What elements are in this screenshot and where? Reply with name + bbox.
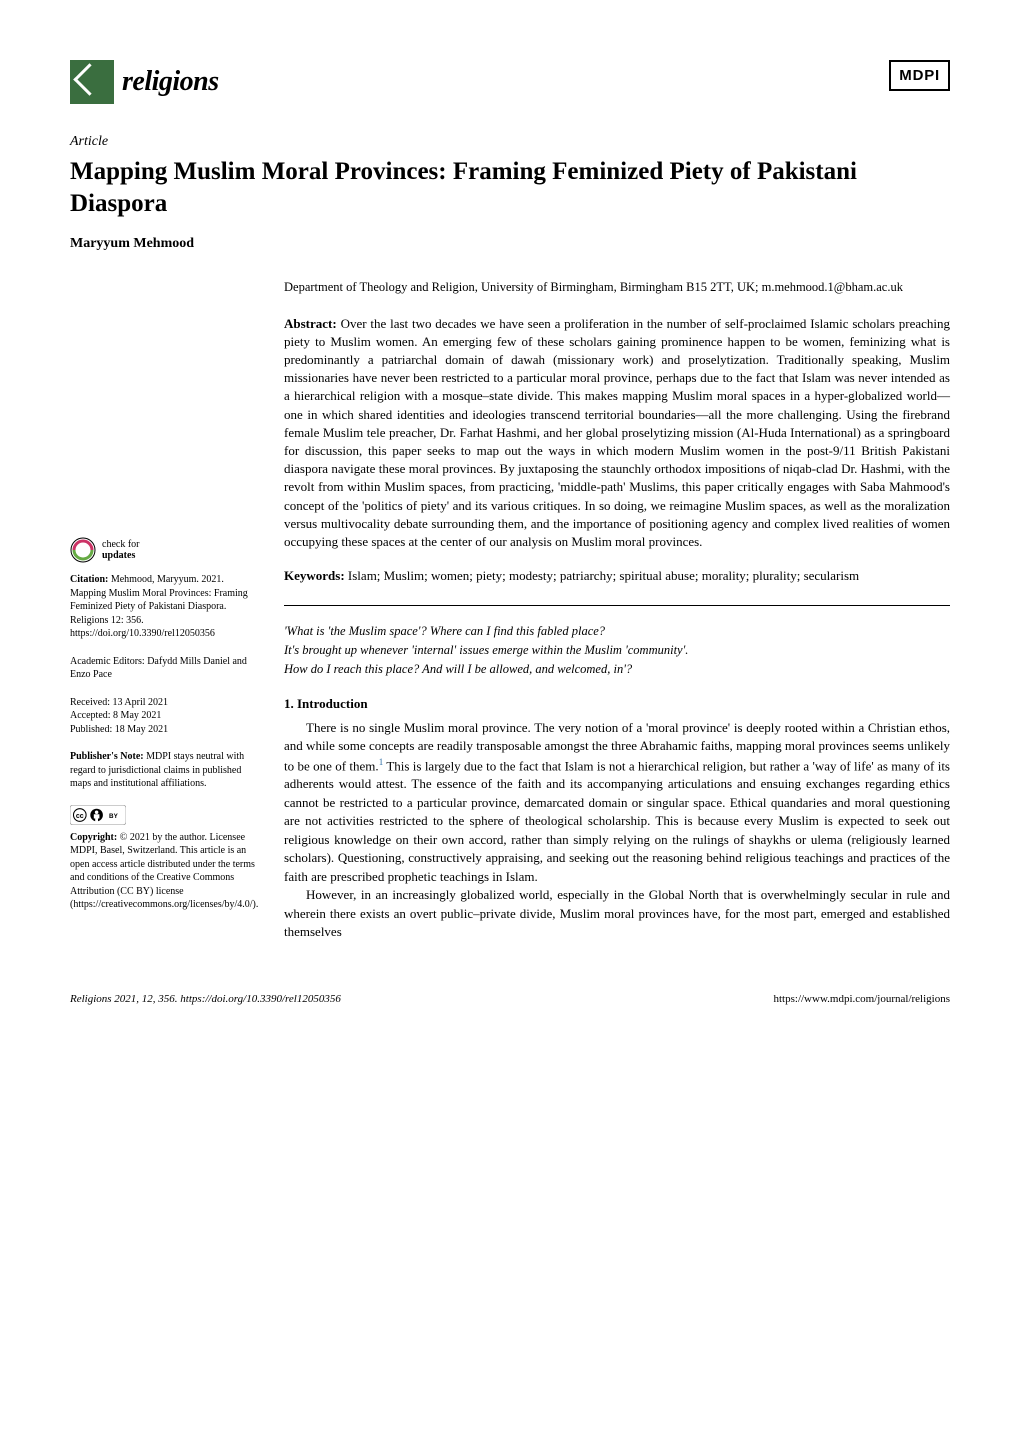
published-date: 18 May 2021 <box>115 724 168 735</box>
section-1-heading: 1. Introduction <box>284 695 950 713</box>
main-content: Department of Theology and Religion, Uni… <box>284 279 950 941</box>
accepted-label: Accepted: <box>70 710 111 721</box>
svg-text:cc: cc <box>76 812 84 819</box>
journal-logo: religions <box>70 60 219 104</box>
footer-url[interactable]: https://www.mdpi.com/journal/religions <box>774 992 951 1007</box>
publisher-logo: MDPI <box>889 60 950 91</box>
editors-label: Academic Editors: <box>70 656 145 667</box>
updates-line1: check for <box>102 539 139 550</box>
keywords-block: Keywords: Islam; Muslim; women; piety; m… <box>284 567 950 585</box>
page-header: religions MDPI <box>70 60 950 104</box>
p1-part-b: This is largely due to the fact that Isl… <box>284 758 950 884</box>
two-column-layout: check for updates Citation: Mehmood, Mar… <box>70 279 950 941</box>
publisher-name: MDPI <box>899 67 940 84</box>
citation-label: Citation: <box>70 574 108 585</box>
accepted-date: 8 May 2021 <box>113 710 161 721</box>
section-divider <box>284 605 950 606</box>
sidebar: check for updates Citation: Mehmood, Mar… <box>70 279 258 941</box>
check-updates-icon <box>70 537 96 563</box>
abstract-block: Abstract: Over the last two decades we h… <box>284 315 950 551</box>
journal-logo-icon <box>70 60 114 104</box>
author-name: Maryyum Mehmood <box>70 234 950 254</box>
dates-block: Received: 13 April 2021 Accepted: 8 May … <box>70 696 258 737</box>
citation-block: Citation: Mehmood, Maryyum. 2021. Mappin… <box>70 573 258 641</box>
abstract-text: Over the last two decades we have seen a… <box>284 316 950 549</box>
copyright-label: Copyright: <box>70 832 117 843</box>
pubnote-label: Publisher's Note: <box>70 751 144 762</box>
keywords-text: Islam; Muslim; women; piety; modesty; pa… <box>348 568 859 583</box>
section-1-body: There is no single Muslim moral province… <box>284 719 950 942</box>
epigraph: 'What is 'the Muslim space'? Where can I… <box>284 622 950 678</box>
editors-block: Academic Editors: Dafydd Mills Daniel an… <box>70 655 258 682</box>
article-type: Article <box>70 132 950 152</box>
abstract-label: Abstract: <box>284 316 337 331</box>
keywords-label: Keywords: <box>284 568 345 583</box>
footer-citation: Religions 2021, 12, 356. https://doi.org… <box>70 992 341 1007</box>
publisher-note-block: Publisher's Note: MDPI stays neutral wit… <box>70 750 258 791</box>
section-1-p1: There is no single Muslim moral province… <box>284 719 950 886</box>
epigraph-line3: How do I reach this place? And will I be… <box>284 660 950 679</box>
cc-by-icon: cc BY <box>70 805 126 825</box>
journal-name: religions <box>122 62 219 101</box>
sidebar-spacer <box>70 279 258 537</box>
epigraph-line2: It's brought up whenever 'internal' issu… <box>284 641 950 660</box>
cc-license-badge[interactable]: cc BY <box>70 805 258 825</box>
received-label: Received: <box>70 697 110 708</box>
page-footer: Religions 2021, 12, 356. https://doi.org… <box>70 984 950 1007</box>
copyright-text: © 2021 by the author. Licensee MDPI, Bas… <box>70 832 258 911</box>
received-date: 13 April 2021 <box>112 697 168 708</box>
check-updates-text: check for updates <box>102 539 139 561</box>
published-label: Published: <box>70 724 112 735</box>
copyright-block: Copyright: © 2021 by the author. License… <box>70 831 258 912</box>
check-updates-badge[interactable]: check for updates <box>70 537 258 563</box>
section-1-p2: However, in an increasingly globalized w… <box>284 886 950 941</box>
article-title: Mapping Muslim Moral Provinces: Framing … <box>70 156 950 220</box>
epigraph-line1: 'What is 'the Muslim space'? Where can I… <box>284 622 950 641</box>
svg-text:BY: BY <box>109 812 119 819</box>
affiliation: Department of Theology and Religion, Uni… <box>284 279 950 297</box>
updates-line2: updates <box>102 550 139 561</box>
